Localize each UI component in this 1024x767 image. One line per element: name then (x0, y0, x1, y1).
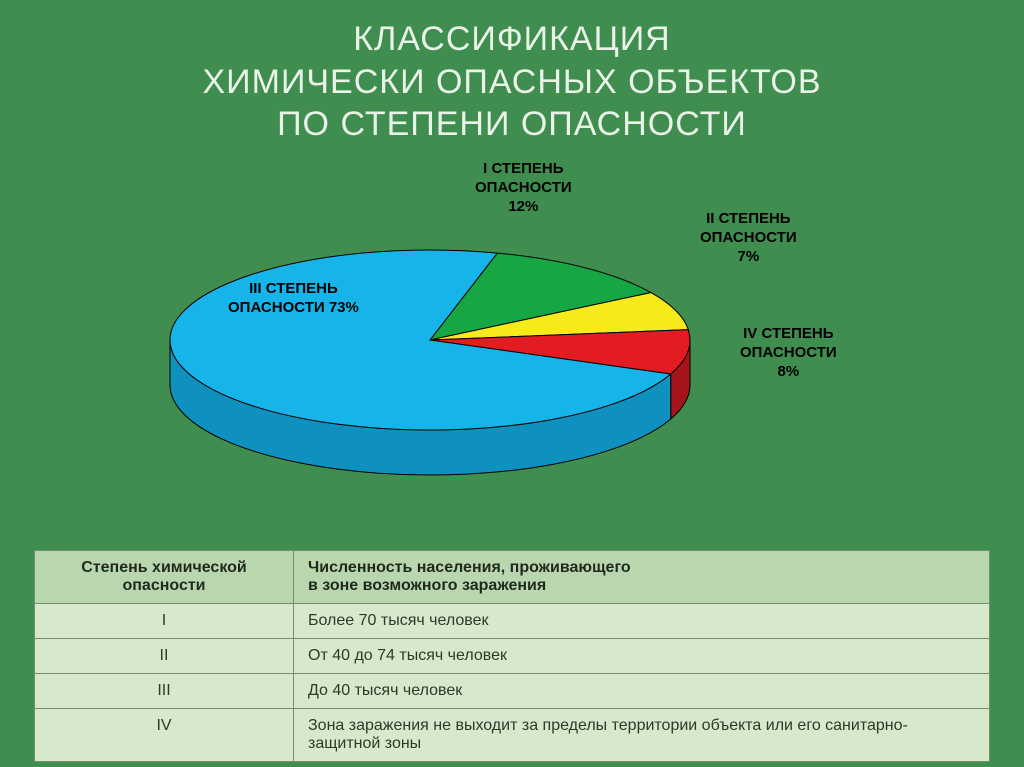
callout-pct: 12% (475, 198, 572, 217)
table-header-desc: Численность населения, проживающего в зо… (294, 551, 990, 604)
cell-desc: Зона заражения не выходит за пределы тер… (294, 709, 990, 762)
callout-label: IV СТЕПЕНЬ (743, 325, 833, 342)
callout-slice-3: IV СТЕПЕНЬ ОПАСНОСТИ 8% (740, 325, 837, 381)
cell-degree: III (35, 674, 294, 709)
cell-desc: Более 70 тысяч человек (294, 604, 990, 639)
callout-label: ОПАСНОСТИ (228, 299, 325, 316)
callout-label: I СТЕПЕНЬ (483, 160, 563, 177)
table-row: IVЗона заражения не выходит за пределы т… (35, 709, 990, 762)
classification-table: Степень химической опасности Численность… (34, 550, 990, 762)
table-row: IБолее 70 тысяч человек (35, 604, 990, 639)
pie-svg (130, 190, 770, 530)
pie-chart: I СТЕПЕНЬ ОПАСНОСТИ 12% II СТЕПЕНЬ ОПАСН… (0, 160, 1024, 530)
callout-label: ОПАСНОСТИ (740, 344, 837, 361)
cell-desc: До 40 тысяч человек (294, 674, 990, 709)
callout-pct: 73% (329, 299, 359, 316)
cell-degree: II (35, 639, 294, 674)
cell-degree: IV (35, 709, 294, 762)
table-header-degree: Степень химической опасности (35, 551, 294, 604)
callout-label: II СТЕПЕНЬ (706, 210, 791, 227)
page-title: КЛАССИФИКАЦИЯ ХИМИЧЕСКИ ОПАСНЫХ ОБЪЕКТОВ… (0, 18, 1024, 146)
callout-slice-1: I СТЕПЕНЬ ОПАСНОСТИ 12% (475, 160, 572, 216)
callout-label: III СТЕПЕНЬ (249, 280, 338, 297)
callout-pct: 7% (700, 248, 797, 267)
callout-label: ОПАСНОСТИ (700, 229, 797, 246)
cell-degree: I (35, 604, 294, 639)
callout-slice-2: II СТЕПЕНЬ ОПАСНОСТИ 7% (700, 210, 797, 266)
cell-desc: От 40 до 74 тысяч человек (294, 639, 990, 674)
table-body: IБолее 70 тысяч человекIIОт 40 до 74 тыс… (35, 604, 990, 762)
table-row: IIОт 40 до 74 тысяч человек (35, 639, 990, 674)
callout-label: ОПАСНОСТИ (475, 179, 572, 196)
table-header-row: Степень химической опасности Численность… (35, 551, 990, 604)
callout-pct: 8% (740, 363, 837, 382)
callout-slice-4: III СТЕПЕНЬ ОПАСНОСТИ 73% (228, 280, 359, 318)
page: КЛАССИФИКАЦИЯ ХИМИЧЕСКИ ОПАСНЫХ ОБЪЕКТОВ… (0, 0, 1024, 767)
table-row: IIIДо 40 тысяч человек (35, 674, 990, 709)
